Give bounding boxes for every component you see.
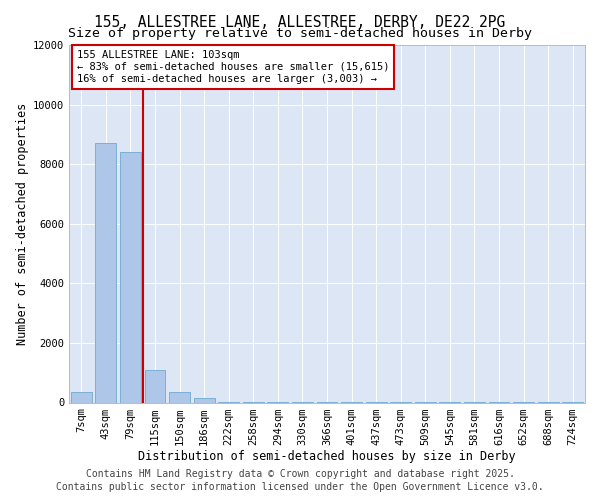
Text: Size of property relative to semi-detached houses in Derby: Size of property relative to semi-detach… (68, 28, 532, 40)
Text: 155 ALLESTREE LANE: 103sqm
← 83% of semi-detached houses are smaller (15,615)
16: 155 ALLESTREE LANE: 103sqm ← 83% of semi… (77, 50, 389, 84)
Bar (71, 392, 92, 402)
Text: Contains HM Land Registry data © Crown copyright and database right 2025.
Contai: Contains HM Land Registry data © Crown c… (56, 470, 544, 492)
Bar (120, 152, 141, 402)
Bar (145, 370, 166, 402)
X-axis label: Distribution of semi-detached houses by size in Derby: Distribution of semi-detached houses by … (138, 450, 516, 464)
Bar (169, 392, 190, 402)
Bar (95, 144, 116, 402)
Y-axis label: Number of semi-detached properties: Number of semi-detached properties (16, 102, 29, 345)
Bar (194, 398, 215, 402)
Text: 155, ALLESTREE LANE, ALLESTREE, DERBY, DE22 2PG: 155, ALLESTREE LANE, ALLESTREE, DERBY, D… (94, 15, 506, 30)
